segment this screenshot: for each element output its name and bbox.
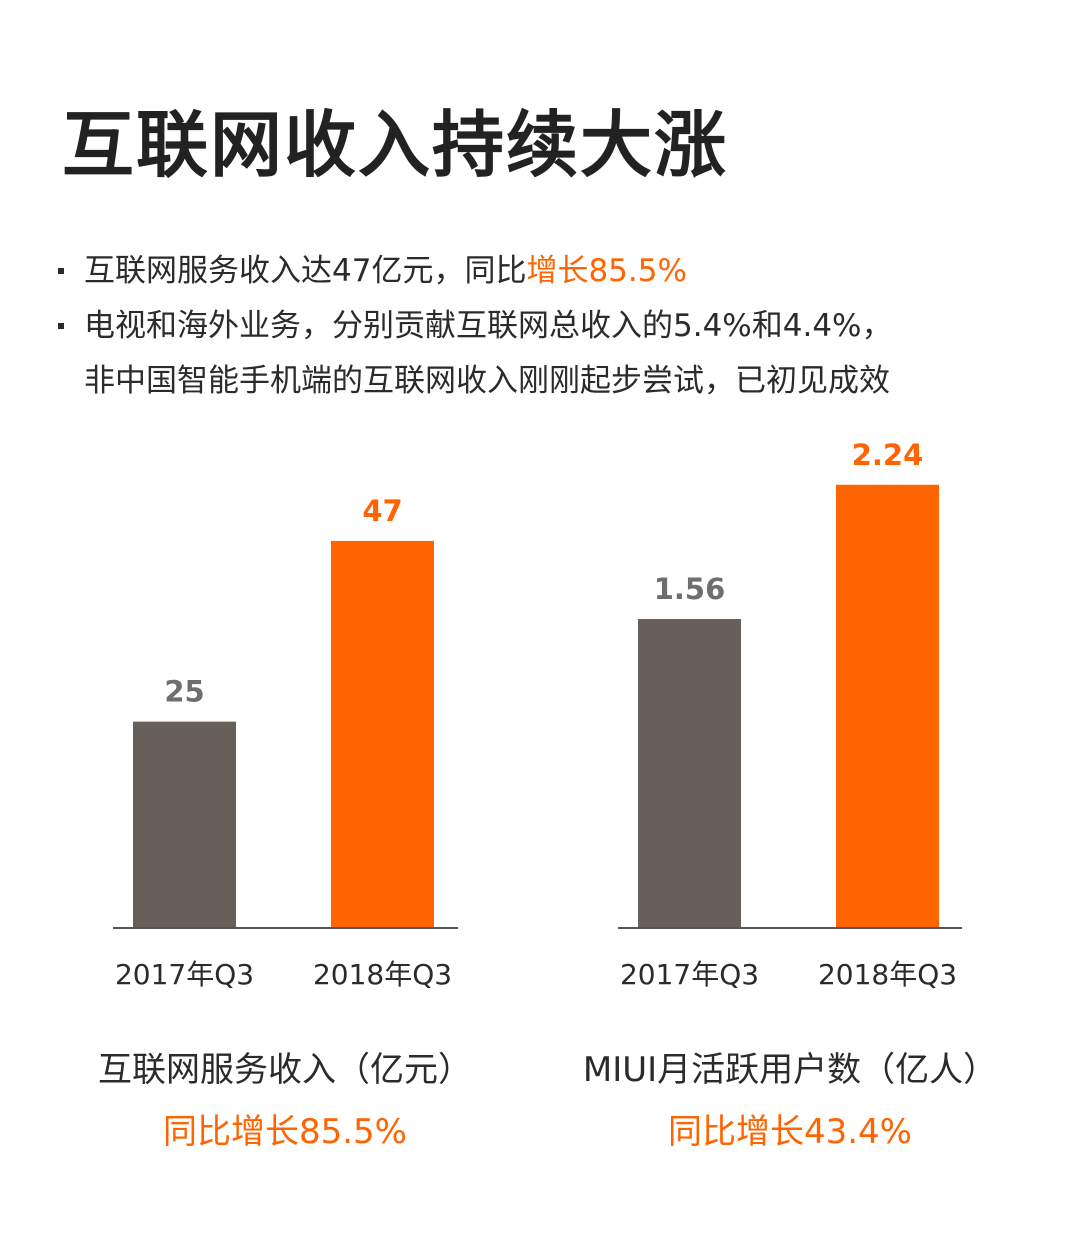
- chart-2-bar-2: [836, 484, 939, 927]
- bullet-item-tv-overseas: 电视和海外业务，分别贡献互联网总收入的5.4%和4.4%， 非中国智能手机端的互…: [58, 299, 1048, 409]
- chart-1-value-label-1: 25: [164, 675, 204, 709]
- bullet-list: 互联网服务收入达47亿元，同比增长85.5% 电视和海外业务，分别贡献互联网总收…: [58, 244, 1048, 409]
- chart-1-caption: 互联网服务收入（亿元） 同比增长85.5%: [55, 1046, 515, 1156]
- bullet-accent-text: 增长85.5%: [526, 253, 687, 289]
- page-title: 互联网收入持续大涨: [62, 103, 729, 187]
- bullet-text: 非中国智能手机端的互联网收入刚刚起步尝试，已初见成效: [84, 363, 890, 399]
- chart-1-bar-1: [133, 721, 236, 927]
- chart-1-growth-label: 同比增长85.5%: [162, 1112, 407, 1152]
- bullet-text: 电视和海外业务，分别贡献互联网总收入的5.4%和4.4%，: [84, 308, 893, 344]
- chart-2-caption: MIUI月活跃用户数（亿人） 同比增长43.4%: [560, 1046, 1020, 1156]
- chart-1-caption-label: 互联网服务收入（亿元）: [98, 1050, 472, 1090]
- chart-2-category-label-2: 2018年Q3: [818, 958, 957, 991]
- chart-2-value-label-2: 2.24: [852, 438, 924, 472]
- bullet-dot: [58, 268, 64, 274]
- chart-1-category-label-1: 2017年Q3: [115, 958, 254, 991]
- bullet-line: 互联网服务收入达47亿元，同比增长85.5%: [84, 244, 1048, 299]
- chart-1-bar-2: [331, 540, 434, 927]
- bullet-dot: [58, 323, 64, 329]
- chart-2-category-label-1: 2017年Q3: [620, 958, 759, 991]
- bullet-line: 非中国智能手机端的互联网收入刚刚起步尝试，已初见成效: [84, 354, 1048, 409]
- chart-2-bar-1: [638, 619, 741, 927]
- bullet-item-internet-revenue: 互联网服务收入达47亿元，同比增长85.5%: [58, 244, 1048, 299]
- chart-2-growth-label: 同比增长43.4%: [667, 1112, 912, 1152]
- chart-2-value-label-1: 1.56: [654, 572, 726, 606]
- chart-2-caption-label: MIUI月活跃用户数（亿人）: [582, 1050, 998, 1090]
- chart-1-category-label-2: 2018年Q3: [313, 958, 452, 991]
- bullet-text: 互联网服务收入达47亿元，同比: [84, 253, 527, 289]
- bullet-line: 电视和海外业务，分别贡献互联网总收入的5.4%和4.4%，: [84, 299, 1048, 354]
- chart-1-value-label-2: 47: [362, 494, 402, 528]
